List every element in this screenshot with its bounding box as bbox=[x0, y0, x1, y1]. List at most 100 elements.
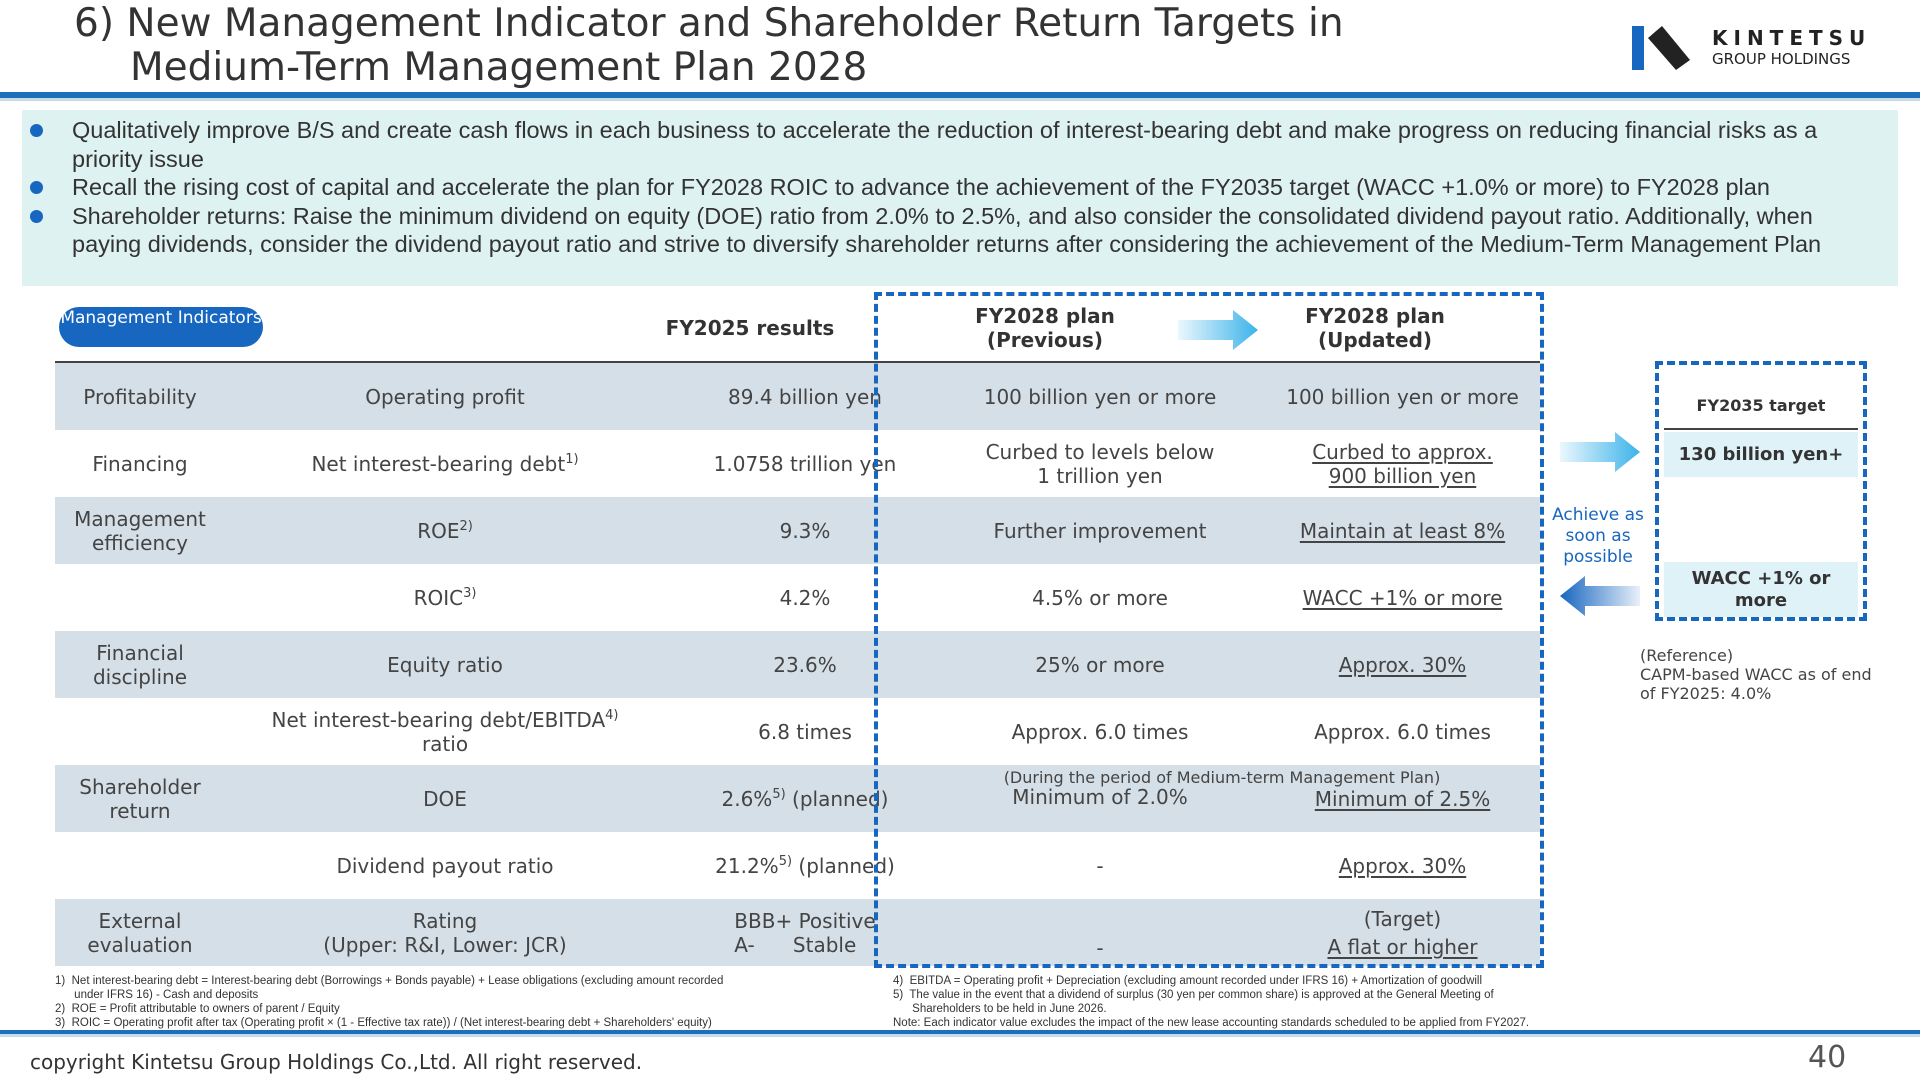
row-plan-updated: WACC +1% or more bbox=[1265, 564, 1540, 631]
table-row: Shareholder return DOE 2.6%5) (planned) (… bbox=[55, 765, 1540, 832]
footnote-line: 5) The value in the event that a dividen… bbox=[893, 989, 1494, 1001]
row-fy2025: 2.6%5) (planned) bbox=[655, 765, 955, 832]
row-plan-updated-line1: Curbed to approx. bbox=[1312, 439, 1493, 464]
row-plan-updated: Approx. 6.0 times bbox=[1314, 719, 1491, 744]
arrow-right-icon bbox=[1560, 432, 1640, 472]
table-header-rule bbox=[55, 361, 1540, 363]
row-plan-updated-text: Maintain at least 8% bbox=[1299, 518, 1506, 543]
row-plan-updated-line2: 900 billion yen bbox=[1328, 463, 1477, 488]
wacc-reference-line3: of FY2025: 4.0% bbox=[1640, 684, 1772, 703]
page-number: 40 bbox=[1808, 1040, 1847, 1075]
fy2035-target-title: FY2035 target bbox=[1696, 396, 1826, 415]
bullet-item: Shareholder returns: Raise the minimum d… bbox=[30, 202, 1888, 259]
row-plan-previous: 100 billion yen or more bbox=[983, 384, 1217, 409]
row-category bbox=[55, 698, 225, 765]
footnote-line: 4) EBITDA = Operating profit + Depreciat… bbox=[893, 975, 1483, 987]
row-plan-previous: Approx. 6.0 times bbox=[1011, 719, 1189, 744]
row-indicator: Net interest-bearing debt/EBITDA4) ratio bbox=[235, 698, 655, 765]
row-category bbox=[55, 832, 225, 899]
footnote-line: under IFRS 16) - Cash and deposits bbox=[55, 989, 259, 1001]
table-row: Financing Net interest-bearing debt1) 1.… bbox=[55, 430, 1540, 497]
achieve-asap-label: Achieve as soon as possible bbox=[1552, 505, 1644, 567]
header-fy2025: FY2025 results bbox=[665, 316, 835, 340]
row-plan-updated: Curbed to approx. 900 billion yen bbox=[1265, 430, 1540, 497]
footnote-ref: 5) bbox=[772, 786, 786, 802]
footnotes-right: 4) EBITDA = Operating profit + Depreciat… bbox=[893, 974, 1893, 1030]
fy2035-target-profit: 130 billion yen+ bbox=[1664, 432, 1858, 477]
row-fy2025: 89.4 billion yen bbox=[728, 384, 882, 409]
wacc-reference-line2: CAPM-based WACC as of end bbox=[1640, 665, 1872, 684]
row-category-line1: Financial bbox=[96, 640, 184, 665]
header-fy2028-previous: FY2028 plan (Previous) bbox=[935, 304, 1155, 352]
management-indicators-pill: Management Indicators bbox=[59, 307, 263, 347]
row-indicator: Net interest-bearing debt1) bbox=[235, 430, 655, 497]
row-plan-updated-text: Minimum of 2.5% bbox=[1314, 787, 1491, 811]
summary-bullets: Qualitatively improve B/S and create cas… bbox=[22, 110, 1898, 286]
footnote-line: 1) Net interest-bearing debt = Interest-… bbox=[55, 975, 724, 987]
header-fy2028-updated-line2: (Updated) bbox=[1317, 328, 1433, 352]
fy2035-target-roic: WACC +1% or more bbox=[1664, 562, 1858, 617]
row-plan-updated-text: WACC +1% or more bbox=[1302, 585, 1503, 610]
logo-subtitle: GROUP HOLDINGS bbox=[1712, 50, 1851, 68]
row-plan-updated: Approx. 30% bbox=[1265, 631, 1540, 698]
row-indicator-line1: Rating bbox=[412, 908, 478, 933]
wacc-reference: (Reference) CAPM-based WACC as of end of… bbox=[1640, 646, 1872, 703]
row-plan-previous: - bbox=[1096, 853, 1104, 878]
footnote-line: 3) ROIC = Operating profit after tax (Op… bbox=[55, 1017, 712, 1029]
row-plan-previous-line1: Curbed to levels below bbox=[985, 439, 1215, 464]
table-row: External evaluation Rating (Upper: R&I, Lo… bbox=[55, 899, 1540, 966]
row-fy2025-line2: A- Stable bbox=[734, 932, 857, 957]
row-indicator-line2: ratio bbox=[421, 731, 469, 756]
table-row: Management efficiency ROE2) 9.3% Further … bbox=[55, 497, 1540, 564]
row-indicator: Dividend payout ratio bbox=[336, 853, 554, 878]
table-row: Dividend payout ratio 21.2%5) (planned) … bbox=[55, 832, 1540, 899]
row-plan-updated: Maintain at least 8% bbox=[1265, 497, 1540, 564]
row-plan-previous-line2: 1 trillion yen bbox=[1037, 463, 1163, 488]
footnote-line: Note: Each indicator value excludes the … bbox=[893, 1017, 1530, 1029]
row-category-line1: Management bbox=[74, 506, 206, 531]
row-fy2025: 4.2% bbox=[779, 585, 831, 610]
row-plan-updated: Minimum of 2.5% bbox=[1265, 773, 1540, 811]
row-plan-updated: (Target) A flat or higher bbox=[1265, 899, 1540, 966]
fy2035-target-rule bbox=[1664, 428, 1858, 430]
kintetsu-logo-icon bbox=[1632, 26, 1690, 70]
row-indicator: Operating profit bbox=[365, 384, 525, 409]
row-category: Financing bbox=[92, 451, 188, 476]
row-indicator: ROIC3) bbox=[235, 564, 655, 631]
arrow-right-icon bbox=[1178, 310, 1258, 350]
row-fy2025-suffix: (planned) bbox=[792, 853, 895, 878]
fy2028-highlight-frame bbox=[874, 292, 1544, 968]
row-category: Shareholder return bbox=[55, 765, 225, 832]
row-fy2025-line1: BBB+ Positive bbox=[734, 908, 876, 933]
row-indicator-text: Net interest-bearing debt bbox=[311, 451, 566, 476]
footnote-ref: 2) bbox=[459, 518, 473, 534]
row-fy2025: 23.6% bbox=[773, 652, 837, 677]
row-category bbox=[55, 564, 225, 631]
fy2035-target-frame bbox=[1655, 361, 1867, 621]
row-plan-previous: Minimum of 2.0% bbox=[1012, 785, 1188, 809]
row-indicator: ROE2) bbox=[235, 497, 655, 564]
row-fy2025-suffix: (planned) bbox=[785, 786, 889, 811]
row-fy2025-value: 21.2% bbox=[715, 853, 779, 878]
row-plan-updated-text: Approx. 30% bbox=[1338, 652, 1467, 677]
row-plan-updated-line2: A flat or higher bbox=[1327, 934, 1478, 959]
arrow-left-icon bbox=[1560, 576, 1640, 616]
row-plan-previous: - bbox=[1096, 936, 1104, 960]
page-title-line1: 6) New Management Indicator and Sharehol… bbox=[74, 1, 1344, 46]
row-indicator-text: Net interest-bearing debt/EBITDA bbox=[271, 707, 606, 732]
row-indicator-text: ROE bbox=[417, 518, 460, 543]
row-indicator: Equity ratio bbox=[387, 652, 503, 677]
header-fy2028-updated-line1: FY2028 plan bbox=[1305, 304, 1445, 328]
row-plan-previous: Further improvement bbox=[993, 518, 1207, 543]
footnote-ref: 5) bbox=[778, 853, 793, 869]
header-rule-light bbox=[0, 98, 1920, 101]
bullet-item: Recall the rising cost of capital and ac… bbox=[30, 173, 1888, 202]
footnote-line: 2) ROE = Profit attributable to owners o… bbox=[55, 1003, 340, 1015]
page-title-line2: Medium-Term Management Plan 2028 bbox=[130, 45, 868, 90]
header-fy2028-updated: FY2028 plan (Updated) bbox=[1265, 304, 1485, 352]
row-plan-updated: 100 billion yen or more bbox=[1286, 384, 1519, 409]
row-category-line2: return bbox=[109, 798, 171, 823]
table-row: ROIC3) 4.2% 4.5% or more WACC +1% or mor… bbox=[55, 564, 1540, 631]
row-plan-updated-text: Approx. 30% bbox=[1338, 853, 1467, 878]
row-period-note: (During the period of Medium-term Manage… bbox=[1003, 768, 1441, 787]
